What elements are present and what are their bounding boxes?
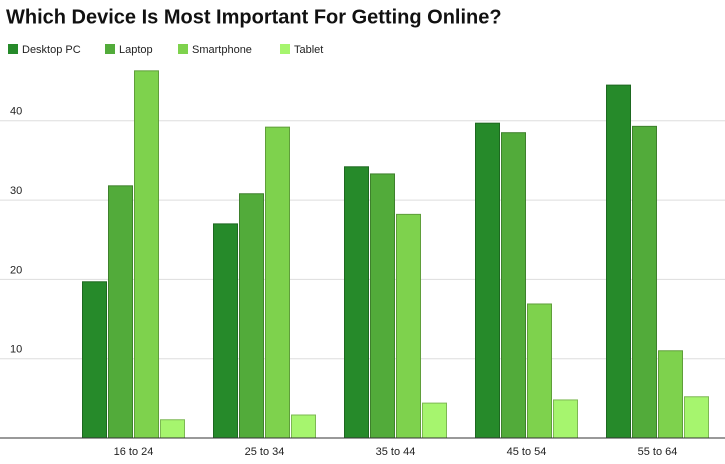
x-tick-label: 55 to 64: [638, 446, 678, 458]
y-tick-label: 40: [10, 106, 22, 118]
bar: [134, 70, 159, 439]
bar: [239, 193, 264, 439]
bar: [160, 419, 185, 439]
bar: [475, 122, 500, 439]
bar: [501, 132, 526, 439]
bar: [658, 350, 683, 439]
y-tick-label: 30: [10, 185, 22, 197]
bar: [370, 173, 395, 439]
x-tick-label: 25 to 34: [245, 446, 285, 458]
bar: [553, 399, 578, 439]
legend-swatch: [8, 44, 18, 54]
legend-label: Tablet: [294, 44, 323, 56]
bar: [527, 303, 552, 439]
bar: [291, 414, 316, 439]
x-tick-label: 45 to 54: [507, 446, 547, 458]
bar: [396, 213, 421, 439]
chart-title: Which Device Is Most Important For Getti…: [6, 6, 502, 28]
y-tick-label: 10: [10, 344, 22, 356]
legend-label: Laptop: [119, 44, 153, 56]
bar: [422, 402, 447, 439]
bar: [684, 396, 709, 439]
bar: [632, 125, 657, 439]
bar: [82, 281, 107, 439]
bar: [344, 166, 369, 439]
legend-swatch: [280, 44, 290, 54]
legend-label: Desktop PC: [22, 44, 81, 56]
bar: [265, 126, 290, 439]
x-tick-label: 35 to 44: [376, 446, 416, 458]
bar: [606, 84, 631, 439]
legend-swatch: [178, 44, 188, 54]
x-tick-label: 16 to 24: [114, 446, 154, 458]
legend-swatch: [105, 44, 115, 54]
y-tick-label: 20: [10, 264, 22, 276]
bar: [213, 223, 238, 439]
bar: [108, 185, 133, 439]
legend-label: Smartphone: [192, 44, 252, 56]
